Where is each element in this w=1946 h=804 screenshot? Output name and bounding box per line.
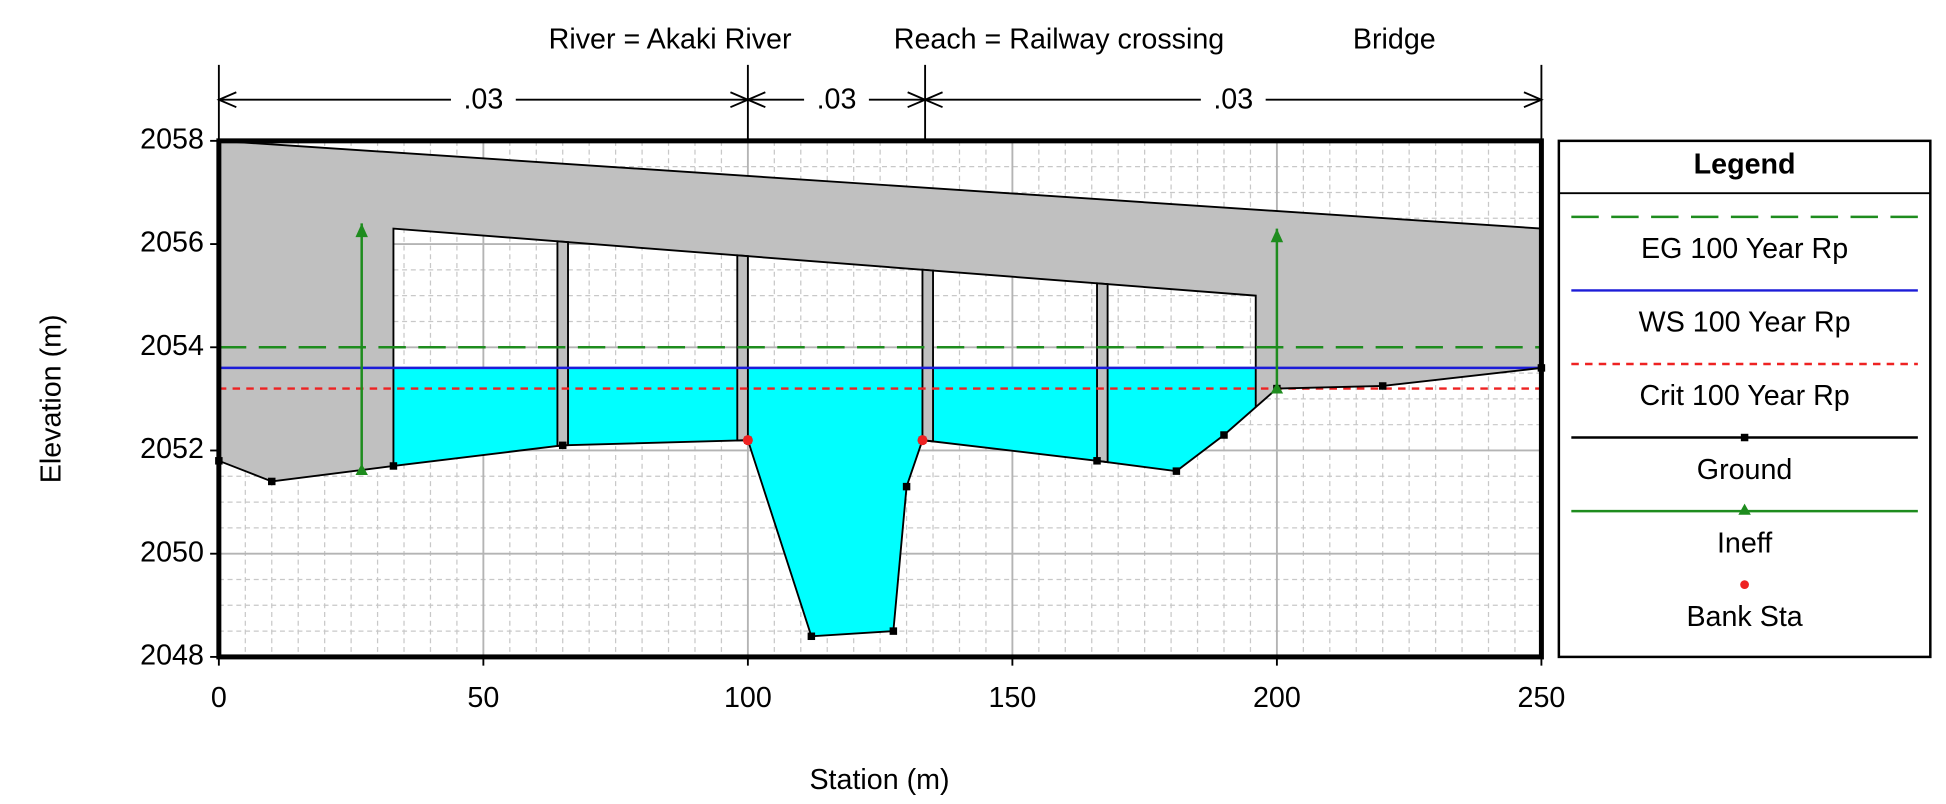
x-tick-label: 100 [724, 682, 772, 714]
x-tick-label: 150 [988, 682, 1036, 714]
legend-marker [1740, 433, 1749, 442]
ineff-arrow [355, 223, 368, 238]
bank-station [742, 435, 753, 446]
legend-label: Ground [1697, 454, 1793, 486]
high-chord [218, 139, 1542, 230]
n-label-bg [450, 83, 516, 116]
ineff-foot [1270, 382, 1284, 394]
x-tick-label: 50 [467, 682, 499, 714]
water-area [393, 367, 1256, 637]
ineff-foot [355, 463, 368, 475]
y-tick-label: 2056 [140, 227, 204, 259]
chart-title: Bridge [1353, 24, 1436, 56]
legend-label: Bank Sta [1686, 601, 1802, 633]
legend-marker [1738, 503, 1751, 515]
legend-title: Legend [1694, 148, 1796, 180]
y-tick-label: 2048 [140, 639, 204, 671]
n-label: .03 [1213, 84, 1253, 116]
ground-point [807, 632, 816, 641]
ground-point [889, 627, 898, 635]
pier [921, 268, 934, 443]
ground-point [902, 482, 911, 491]
legend-label: EG 100 Year Rp [1641, 233, 1848, 265]
ground-point [389, 462, 398, 470]
ground-point [268, 477, 276, 486]
legend-label: Crit 100 Year Rp [1639, 380, 1849, 412]
ineff-arrow [1270, 228, 1284, 243]
pier [556, 240, 569, 447]
y-tick-label: 2058 [140, 123, 204, 155]
y-tick-label: 2054 [140, 330, 204, 362]
bank-station [917, 435, 928, 446]
legend-label: Ineff [1717, 527, 1772, 559]
x-tick-label: 200 [1253, 682, 1301, 714]
y-axis-label: Elevation (m) [36, 314, 68, 483]
y-tick-label: 2052 [140, 433, 204, 465]
n-label-bg [804, 83, 869, 116]
ground-point [1378, 382, 1387, 390]
n-label: .03 [463, 84, 503, 116]
bridge-deck [218, 140, 1542, 482]
ground-point [1172, 467, 1181, 475]
y-tick-label: 2050 [140, 536, 204, 568]
n-arrowhead [922, 91, 1544, 109]
n-label: .03 [817, 84, 857, 116]
pier [1096, 282, 1109, 464]
ground-point [1093, 457, 1101, 465]
ground-point [558, 441, 567, 450]
x-axis-label: Station (m) [809, 764, 949, 796]
plot-frame [216, 138, 1544, 660]
legend-symbol [1740, 580, 1749, 589]
legend-box [1557, 139, 1932, 659]
x-tick-label: 0 [211, 682, 227, 714]
x-tick-label: 250 [1518, 682, 1566, 714]
legend-label: WS 100 Year Rp [1639, 307, 1851, 339]
chart-title: Reach = Railway crossing [894, 24, 1224, 56]
ground-point [1220, 431, 1228, 439]
chart-title: River = Akaki River [549, 24, 792, 56]
n-label-bg [1200, 83, 1266, 116]
